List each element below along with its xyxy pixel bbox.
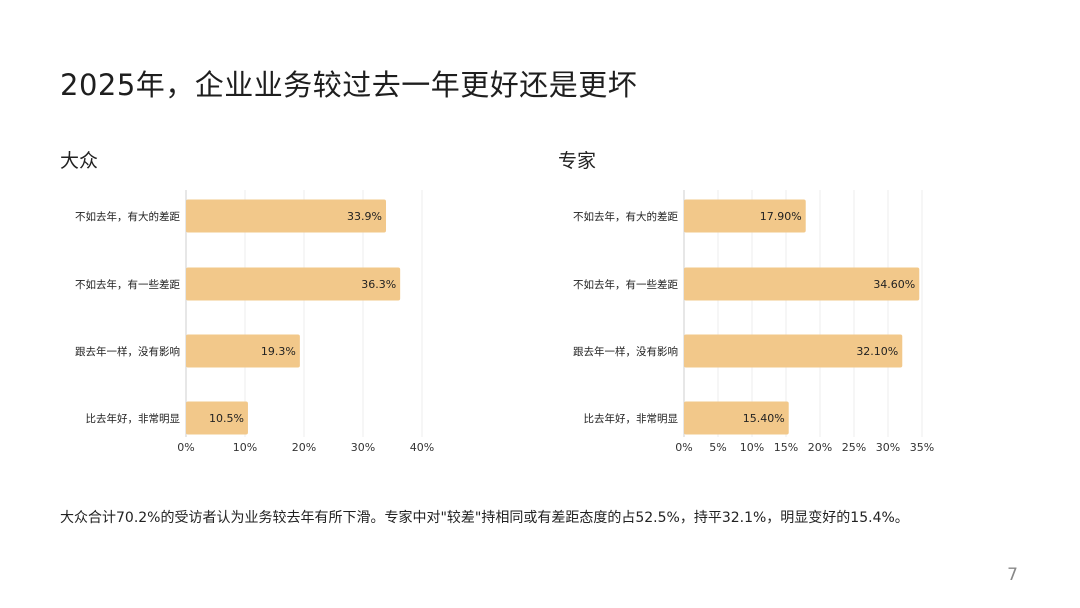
expert-x-tick-label: 10%: [740, 441, 764, 454]
public-bar: [186, 401, 248, 435]
expert-x-tick-label: 25%: [842, 441, 866, 454]
public-category-label: 跟去年一样，没有影响: [75, 345, 180, 358]
public-x-tick-label: 30%: [351, 441, 375, 454]
public-bar: [186, 267, 401, 301]
public-bar: [186, 334, 300, 368]
public-bar-value-label: 10.5%: [209, 412, 244, 425]
chart-title-public: 大众: [60, 150, 99, 172]
expert-bar: [684, 267, 920, 301]
expert-x-tick-label: 30%: [876, 441, 900, 454]
expert-x-tick-label: 15%: [774, 441, 798, 454]
chart-title-experts: 专家: [558, 150, 597, 172]
public-x-tick-label: 0%: [177, 441, 194, 454]
public-bar-value-label: 33.9%: [347, 210, 382, 223]
page-number: 7: [1007, 565, 1018, 585]
expert-x-tick-label: 35%: [910, 441, 934, 454]
expert-category-label: 不如去年，有大的差距: [573, 210, 678, 223]
public-category-label: 不如去年，有一些差距: [75, 278, 180, 291]
summary-footnote: 大众合计70.2%的受访者认为业务较去年有所下滑。专家中对"较差"持相同或有差距…: [60, 510, 909, 526]
expert-bar-value-label: 32.10%: [856, 345, 898, 358]
expert-category-label: 跟去年一样，没有影响: [573, 345, 678, 358]
public-bar-value-label: 19.3%: [261, 345, 296, 358]
expert-bar: [684, 401, 789, 435]
expert-category-label: 不如去年，有一些差距: [573, 278, 678, 291]
expert-x-tick-label: 0%: [675, 441, 692, 454]
public-x-tick-label: 10%: [233, 441, 257, 454]
expert-bar-value-label: 34.60%: [873, 278, 915, 291]
expert-x-tick-label: 5%: [709, 441, 726, 454]
expert-bar: [684, 199, 806, 233]
public-x-tick-label: 20%: [292, 441, 316, 454]
expert-bar: [684, 334, 903, 368]
expert-bar-value-label: 17.90%: [760, 210, 802, 223]
public-category-label: 不如去年，有大的差距: [75, 210, 180, 223]
expert-bar-value-label: 15.40%: [743, 412, 785, 425]
expert-x-tick-label: 20%: [808, 441, 832, 454]
expert-category-label: 比去年好，非常明显: [584, 412, 679, 425]
public-category-label: 比去年好，非常明显: [86, 412, 181, 425]
public-bar: [186, 199, 387, 233]
public-x-tick-label: 40%: [410, 441, 434, 454]
page-title: 2025年，企业业务较过去一年更好还是更坏: [60, 68, 638, 102]
public-bar-value-label: 36.3%: [361, 278, 396, 291]
